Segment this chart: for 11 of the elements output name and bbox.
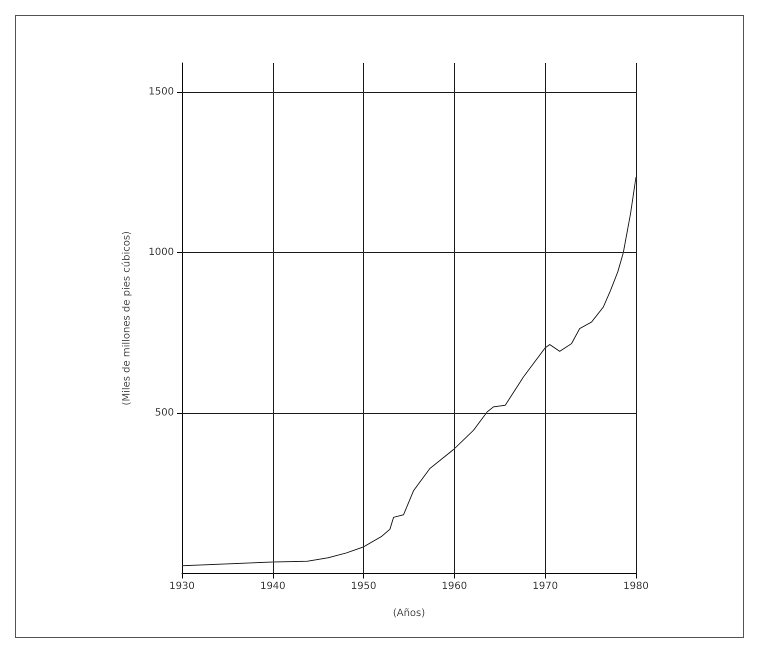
x-tick-label: 1930 xyxy=(169,581,195,592)
x-tick-label: 1980 xyxy=(623,581,649,592)
x-tick-label: 1970 xyxy=(532,581,558,592)
x-tick-label: 1940 xyxy=(260,581,286,592)
y-tick-label: 1500 xyxy=(148,86,174,98)
x-axis-title: (Años) xyxy=(392,608,426,619)
y-axis-title: (Miles de millones de pies cúbicos) xyxy=(122,230,132,406)
y-tick-label: 500 xyxy=(154,407,174,418)
y-tick-label: 1000 xyxy=(148,246,174,258)
x-tick-label: 1960 xyxy=(442,581,468,592)
x-tick-label: 1950 xyxy=(350,581,376,592)
